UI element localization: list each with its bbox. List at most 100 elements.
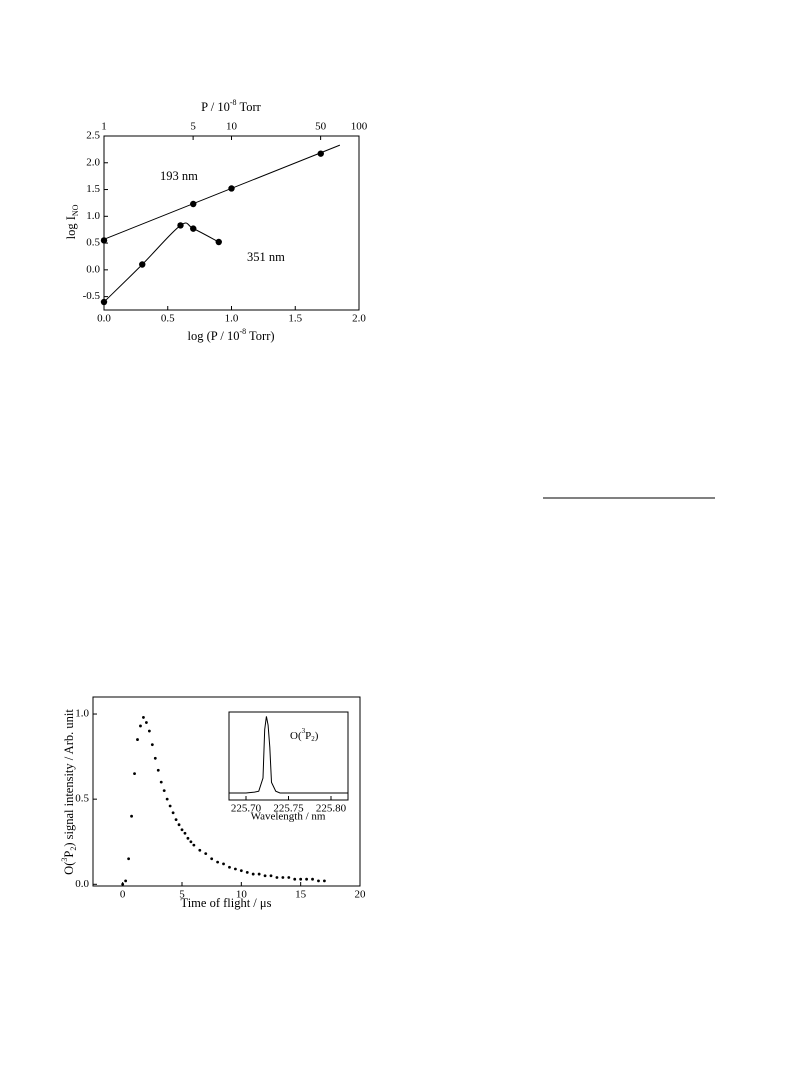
data-point [153, 756, 157, 760]
data-point [311, 877, 314, 881]
data-point [171, 811, 175, 815]
x2-tick-label: 100 [351, 121, 368, 133]
x-axis-label: log (P / 10-8 Torr) [187, 327, 274, 343]
y-tick-label: 1.5 [86, 183, 100, 195]
data-point [177, 823, 181, 827]
data-point [222, 862, 225, 866]
data-point [245, 870, 249, 874]
data-point [124, 879, 128, 883]
data-point [133, 772, 136, 776]
y-label-part: O( [62, 862, 76, 875]
data-point [269, 874, 273, 878]
x-tick-label: 10 [236, 889, 248, 901]
data-point [234, 867, 237, 871]
fit-line [103, 144, 341, 240]
y-tick-label: 2.5 [86, 130, 100, 142]
y-label-part: P [62, 851, 76, 858]
y-label-sub: 2 [69, 847, 78, 851]
data-point [186, 836, 190, 840]
annot-part: P [305, 730, 311, 742]
x-tick-label: 0 [120, 889, 126, 901]
x-tick-label: 0.5 [161, 313, 175, 325]
x-tick-label: 1.5 [288, 313, 302, 325]
data-point [100, 298, 108, 306]
data-point [130, 814, 133, 818]
data-point [210, 857, 214, 861]
data-point [147, 729, 151, 733]
x-tick-label: 2.0 [352, 313, 366, 325]
x2-label-part: Torr [237, 100, 262, 114]
y-label-sup: 3 [60, 858, 69, 862]
spectrum-line [229, 716, 348, 794]
x-tick-label: 1.0 [225, 313, 239, 325]
y-label-part: ) signal intensity / Arb. unit [62, 709, 76, 847]
y-tick-label: 2.0 [86, 156, 100, 168]
x2-label-sup: -8 [230, 98, 237, 107]
y-axis-label: O(3P2) signal intensity / Arb. unit [60, 709, 78, 875]
data-point [121, 882, 125, 886]
y-axis-label: log INO [64, 204, 80, 239]
x2-tick-label: 5 [190, 121, 196, 133]
data-point [159, 780, 163, 784]
data-point [216, 860, 220, 864]
data-point [183, 831, 187, 835]
data-point [263, 874, 267, 878]
data-point [156, 768, 160, 772]
data-point [139, 724, 142, 728]
data-point [100, 237, 108, 244]
x-tick-label: 225.70 [231, 803, 262, 815]
y-tick-label: 0.5 [86, 237, 100, 249]
data-point [150, 743, 154, 747]
data-point [139, 261, 146, 268]
data-point [177, 222, 184, 229]
x-tick-label: 225.75 [273, 803, 304, 815]
x-tick-label: 5 [179, 889, 185, 901]
data-point [251, 872, 255, 876]
y-tick-label: 0.0 [86, 263, 100, 275]
data-point [168, 804, 172, 808]
annot-part: ) [315, 730, 319, 742]
data-point [287, 876, 291, 879]
x-tick-label: 15 [295, 889, 307, 901]
y-label-sub: NO [71, 204, 80, 216]
inset-annotation: O(3P2) [290, 727, 319, 743]
series-label: 351 nm [247, 250, 285, 264]
x-axis-label: Time of flight / μs [181, 896, 272, 910]
data-point [198, 848, 202, 852]
data-point [189, 840, 193, 844]
x2-axis-label: P / 10-8 Torr [201, 98, 261, 114]
data-point [127, 857, 130, 861]
x2-tick-label: 50 [315, 121, 327, 133]
x-label-part: log (P / 10 [187, 329, 239, 343]
data-point [190, 225, 197, 232]
data-point [136, 738, 139, 741]
data-point [228, 865, 231, 869]
x-label-sup: -8 [239, 327, 246, 336]
y-tick-label: 1.0 [86, 210, 100, 222]
x-tick-label: 225.80 [316, 803, 347, 815]
data-point [305, 877, 308, 881]
data-point [317, 879, 320, 883]
data-point [228, 185, 235, 192]
data-point [192, 843, 196, 847]
data-point [257, 872, 261, 876]
x-tick-label: 0.0 [97, 313, 111, 325]
series-label: 193 nm [160, 169, 198, 183]
data-point [162, 789, 166, 793]
annot-part: O( [290, 730, 302, 742]
data-point [275, 876, 279, 879]
plot-frame [228, 711, 349, 801]
x-tick-label: 20 [355, 889, 367, 901]
data-point [174, 818, 178, 821]
y-label-part: log I [64, 216, 78, 239]
data-point [190, 200, 197, 208]
data-point [165, 797, 169, 801]
x2-label-part: P / 10 [201, 100, 230, 114]
plot-frame [92, 696, 361, 887]
data-point [293, 877, 297, 881]
data-point [204, 852, 208, 856]
inset-x-label: Wavelength / nm [251, 811, 326, 823]
x2-tick-label: 1 [101, 121, 107, 133]
data-point [142, 716, 145, 719]
